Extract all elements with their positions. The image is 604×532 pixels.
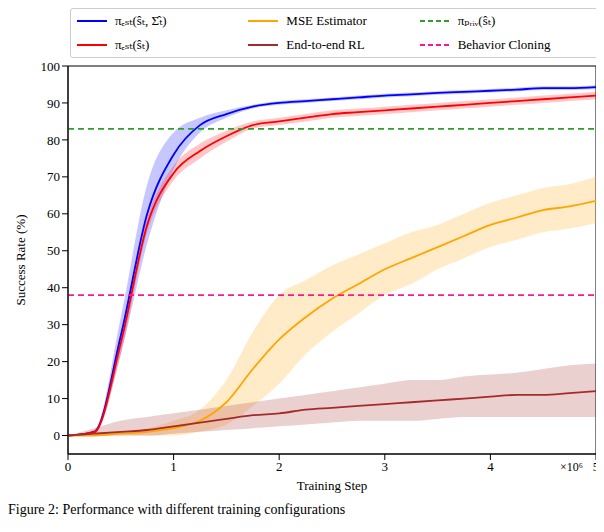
svg-text:10: 10 xyxy=(47,391,60,406)
svg-text:20: 20 xyxy=(47,354,60,369)
svg-text:4: 4 xyxy=(487,459,494,474)
svg-text:50: 50 xyxy=(47,243,60,258)
html-text:Behavior Cloning: Behavior Cloning xyxy=(457,37,551,52)
svg-text:80: 80 xyxy=(47,133,60,148)
svg-text:90: 90 xyxy=(47,96,60,111)
svg-text:40: 40 xyxy=(47,280,60,295)
html-text:πₑₛₜ(ŝₜ, Σ̂ₜ): πₑₛₜ(ŝₜ, Σ̂ₜ) xyxy=(115,13,167,28)
html-text:πₚᵣᵢᵥ(ŝₜ): πₚᵣᵢᵥ(ŝₜ) xyxy=(457,13,496,28)
svg-text:0: 0 xyxy=(65,459,72,474)
html-text:Figure 2: Performance with dif: Figure 2: Performance with different tra… xyxy=(8,502,346,517)
svg-text:Success Rate (%): Success Rate (%) xyxy=(13,215,28,306)
html-text:End-to-end RL: End-to-end RL xyxy=(286,37,365,52)
svg-text:60: 60 xyxy=(47,206,60,221)
html-text:πₑₛₜ(ŝₜ): πₑₛₜ(ŝₜ) xyxy=(115,37,150,52)
svg-text:1: 1 xyxy=(170,459,177,474)
svg-text:100: 100 xyxy=(41,59,61,74)
svg-text:3: 3 xyxy=(382,459,389,474)
svg-text:Training Step: Training Step xyxy=(297,478,368,493)
svg-text:2: 2 xyxy=(276,459,283,474)
svg-text:70: 70 xyxy=(47,169,60,184)
svg-text:30: 30 xyxy=(47,317,60,332)
html-text:MSE Estimator: MSE Estimator xyxy=(286,13,367,28)
svg-text:0: 0 xyxy=(54,428,61,443)
html-text:×10⁶: ×10⁶ xyxy=(560,460,583,474)
svg-text:5: 5 xyxy=(593,459,596,474)
